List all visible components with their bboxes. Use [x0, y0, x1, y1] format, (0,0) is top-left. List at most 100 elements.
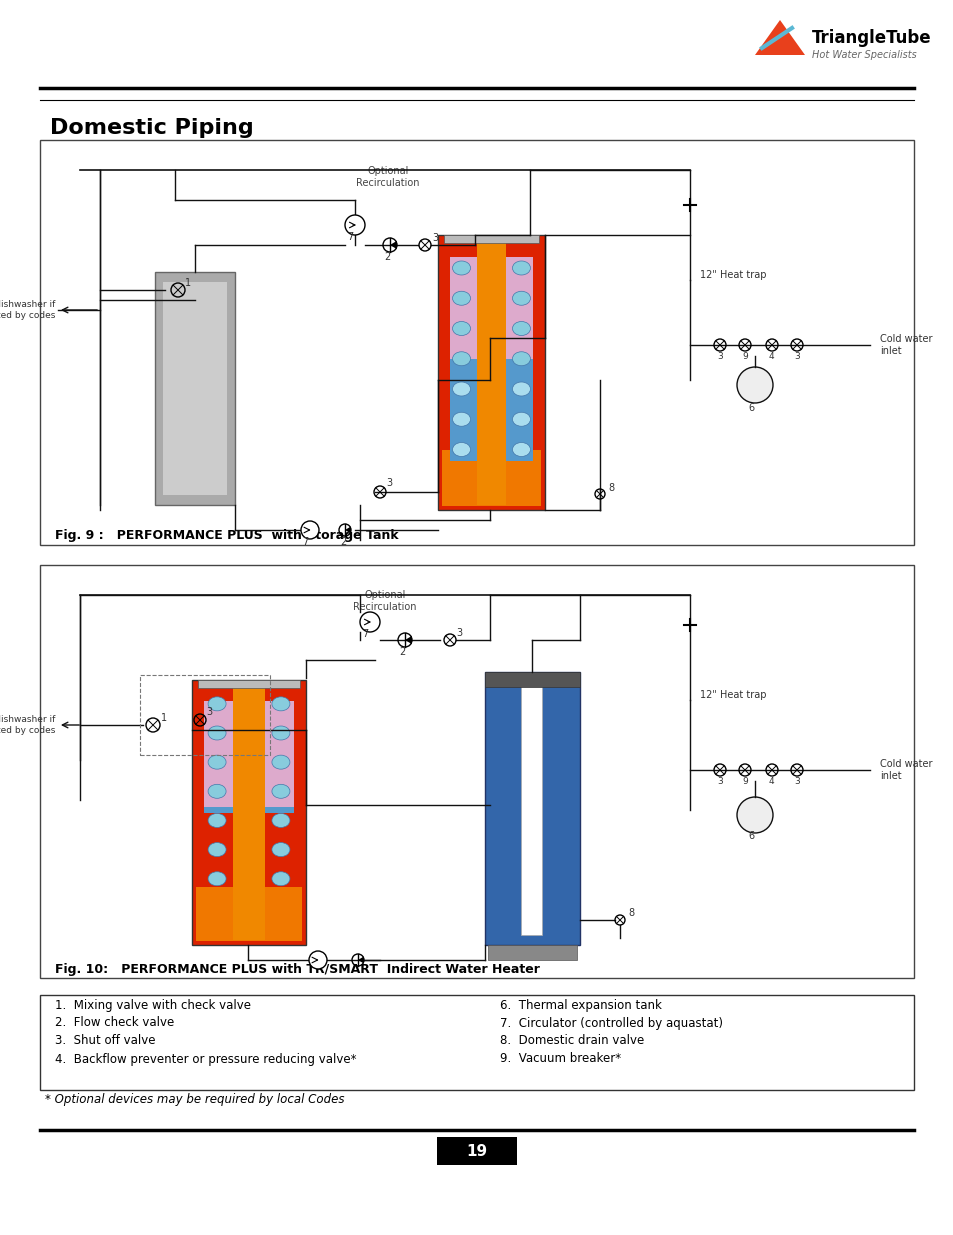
- Polygon shape: [390, 241, 396, 249]
- Text: 3: 3: [717, 352, 722, 361]
- Text: 3: 3: [717, 777, 722, 785]
- Text: Cold water
inlet: Cold water inlet: [879, 335, 931, 356]
- Text: 2: 2: [398, 647, 405, 657]
- Ellipse shape: [512, 352, 530, 366]
- Circle shape: [345, 215, 365, 235]
- Bar: [204, 701, 294, 808]
- Circle shape: [309, 951, 327, 969]
- Bar: [443, 235, 538, 243]
- Text: 3: 3: [793, 352, 799, 361]
- Text: Fig. 9 :   PERFORMANCE PLUS  with Storage Tank: Fig. 9 : PERFORMANCE PLUS with Storage T…: [55, 529, 398, 541]
- Text: 3: 3: [206, 706, 212, 718]
- Bar: [484, 672, 579, 687]
- Ellipse shape: [452, 291, 470, 305]
- Ellipse shape: [208, 872, 226, 885]
- Text: 1.  Mixing valve with check valve: 1. Mixing valve with check valve: [55, 999, 251, 1011]
- Ellipse shape: [512, 321, 530, 336]
- Bar: [40, 564, 913, 978]
- Ellipse shape: [452, 321, 470, 336]
- Ellipse shape: [512, 291, 530, 305]
- Text: 3: 3: [432, 233, 437, 243]
- Bar: [488, 945, 577, 960]
- Text: 4: 4: [768, 777, 774, 785]
- Ellipse shape: [272, 784, 290, 798]
- Text: 6: 6: [747, 403, 753, 412]
- Text: 2.  Flow check valve: 2. Flow check valve: [55, 1016, 174, 1030]
- Ellipse shape: [272, 814, 290, 827]
- Text: 9: 9: [741, 352, 747, 361]
- Bar: [192, 680, 306, 945]
- Bar: [450, 257, 533, 358]
- Text: 8: 8: [627, 908, 634, 918]
- Bar: [437, 235, 544, 510]
- Circle shape: [301, 521, 318, 538]
- Bar: [476, 240, 506, 505]
- Ellipse shape: [272, 842, 290, 857]
- Bar: [484, 672, 579, 945]
- Ellipse shape: [452, 261, 470, 275]
- Text: 3: 3: [386, 478, 392, 488]
- Text: Hot Water Specialists: Hot Water Specialists: [811, 49, 916, 61]
- Text: Optional
Recirculation: Optional Recirculation: [353, 590, 416, 613]
- Bar: [154, 272, 234, 505]
- Text: 2: 2: [339, 537, 346, 547]
- Polygon shape: [357, 956, 364, 963]
- Text: 3.  Shut off valve: 3. Shut off valve: [55, 1035, 155, 1047]
- Bar: [436, 1137, 517, 1165]
- Bar: [198, 680, 299, 688]
- Ellipse shape: [208, 697, 226, 711]
- Bar: [40, 995, 913, 1091]
- Ellipse shape: [272, 872, 290, 885]
- Ellipse shape: [208, 755, 226, 769]
- Ellipse shape: [208, 784, 226, 798]
- Text: 7: 7: [347, 232, 353, 242]
- Text: 19: 19: [466, 1144, 487, 1158]
- Text: 7.  Circulator (controlled by aquastat): 7. Circulator (controlled by aquastat): [499, 1016, 722, 1030]
- Ellipse shape: [512, 442, 530, 457]
- Text: 8.  Domestic drain valve: 8. Domestic drain valve: [499, 1035, 643, 1047]
- Text: 7: 7: [302, 537, 308, 547]
- Ellipse shape: [512, 261, 530, 275]
- Ellipse shape: [272, 726, 290, 740]
- Text: 6.  Thermal expansion tank: 6. Thermal expansion tank: [499, 999, 661, 1011]
- Text: 8: 8: [607, 483, 614, 493]
- Ellipse shape: [208, 726, 226, 740]
- Text: 3: 3: [793, 777, 799, 785]
- Polygon shape: [345, 526, 351, 534]
- Text: 4.  Backflow preventer or pressure reducing valve*: 4. Backflow preventer or pressure reduci…: [55, 1052, 356, 1066]
- Bar: [204, 706, 294, 813]
- Ellipse shape: [272, 755, 290, 769]
- Text: 4: 4: [768, 352, 774, 361]
- Ellipse shape: [208, 842, 226, 857]
- Bar: [195, 887, 302, 941]
- Polygon shape: [754, 20, 804, 56]
- Ellipse shape: [452, 412, 470, 426]
- Ellipse shape: [452, 442, 470, 457]
- Text: 6: 6: [747, 831, 753, 841]
- Circle shape: [737, 367, 772, 403]
- Text: 1: 1: [161, 713, 167, 722]
- Ellipse shape: [452, 352, 470, 366]
- Text: 9: 9: [741, 777, 747, 785]
- Text: TriangleTube: TriangleTube: [811, 28, 931, 47]
- Bar: [233, 685, 265, 940]
- Ellipse shape: [512, 412, 530, 426]
- Text: To dishwasher if
permitted by codes: To dishwasher if permitted by codes: [0, 300, 55, 320]
- Circle shape: [359, 613, 379, 632]
- Text: * Optional devices may be required by local Codes: * Optional devices may be required by lo…: [45, 1093, 344, 1107]
- Ellipse shape: [452, 382, 470, 396]
- Text: To dishwasher if
permitted by codes: To dishwasher if permitted by codes: [0, 715, 55, 735]
- Ellipse shape: [208, 814, 226, 827]
- Text: Domestic Piping: Domestic Piping: [50, 119, 253, 138]
- Circle shape: [737, 797, 772, 832]
- Ellipse shape: [512, 382, 530, 396]
- Text: Optional
Recirculation: Optional Recirculation: [355, 167, 419, 188]
- Polygon shape: [405, 636, 412, 645]
- Text: 12" Heat trap: 12" Heat trap: [700, 270, 765, 280]
- Text: 2: 2: [384, 252, 390, 262]
- Text: 7: 7: [361, 629, 368, 638]
- Text: Fig. 10:   PERFORMANCE PLUS with TR/SMART  Indirect Water Heater: Fig. 10: PERFORMANCE PLUS with TR/SMART …: [55, 963, 539, 977]
- Text: 3: 3: [456, 629, 461, 638]
- Bar: [450, 358, 533, 461]
- Text: 1: 1: [185, 278, 191, 288]
